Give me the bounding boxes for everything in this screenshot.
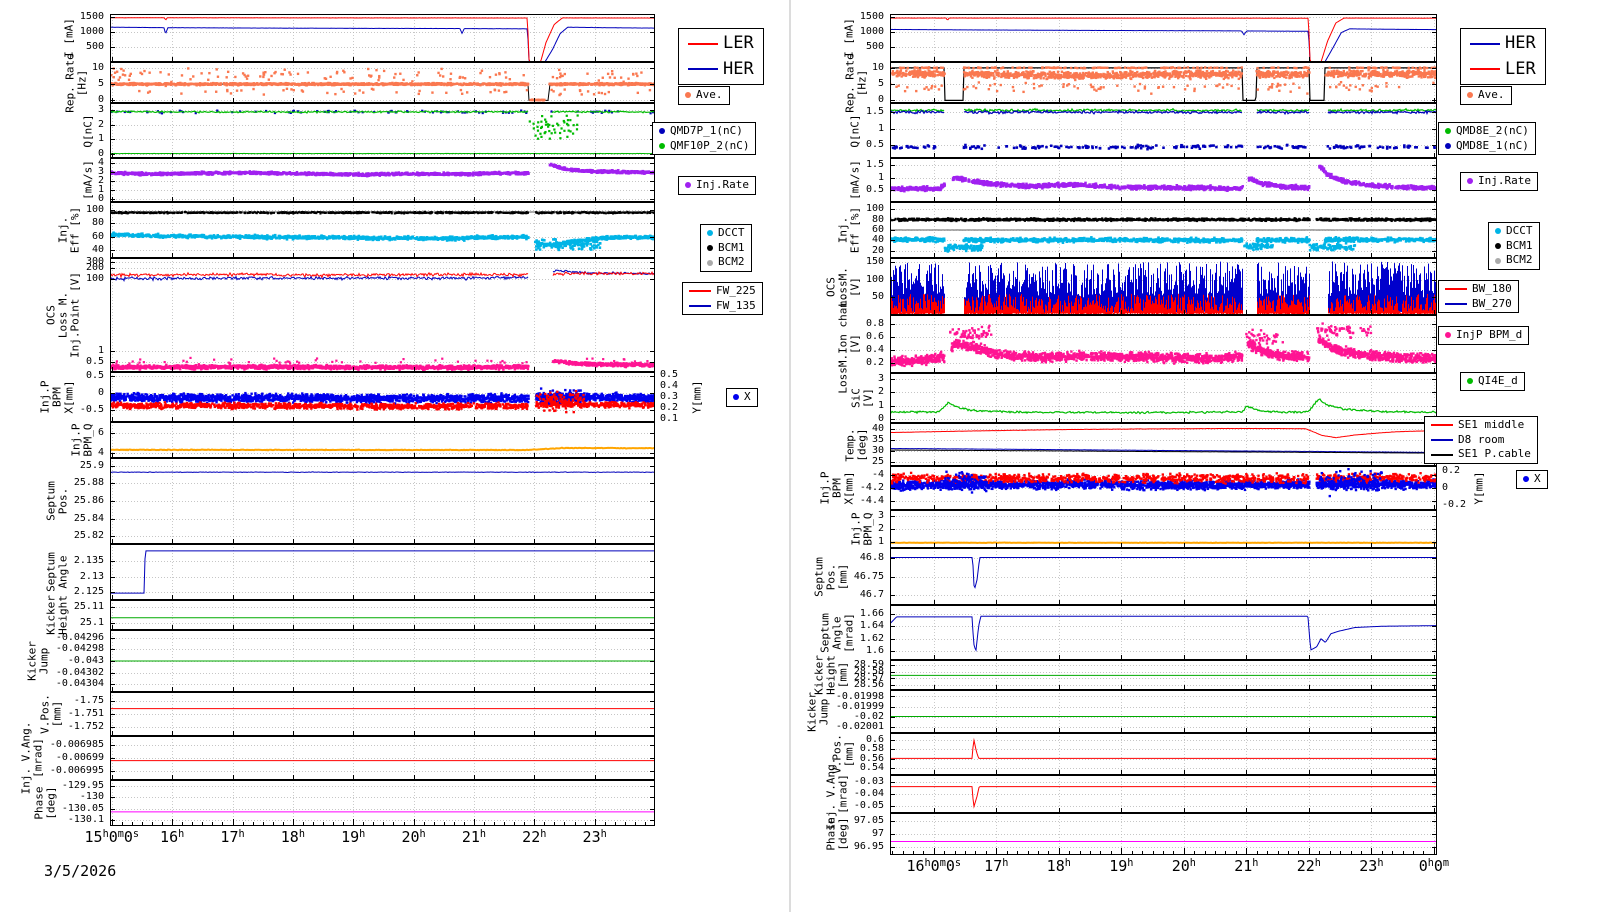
panel-divider: [789, 0, 791, 912]
